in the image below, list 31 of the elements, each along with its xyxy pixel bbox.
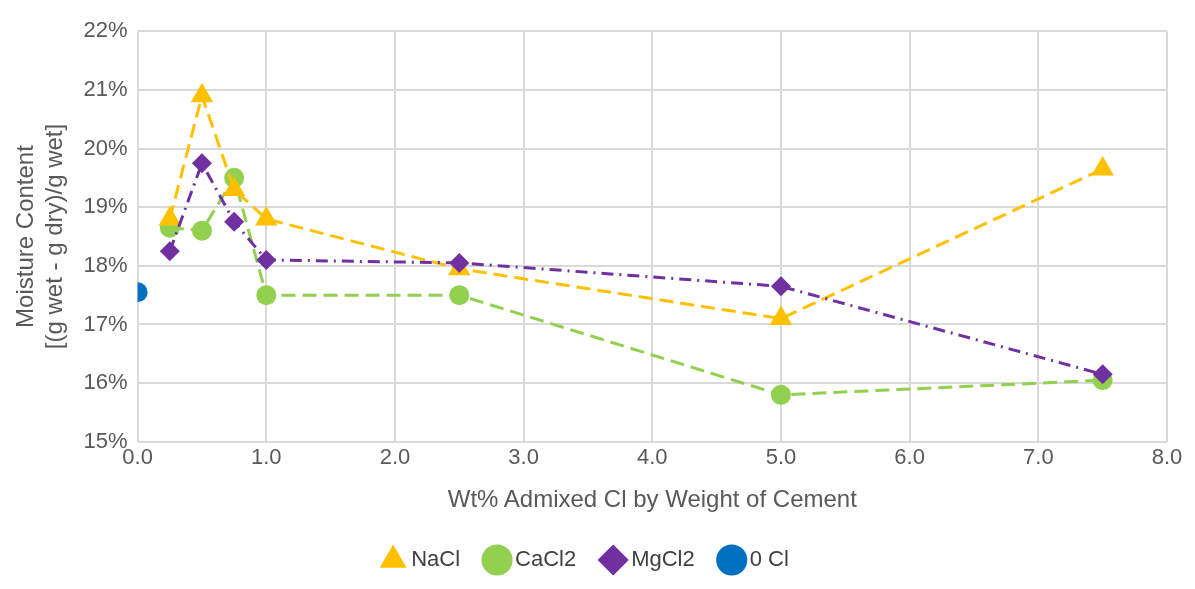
x-tick-label: 1.0 [251,444,282,470]
y-tick-label: 18% [83,251,128,277]
x-tick-label: 2.0 [379,444,411,470]
x-tick-label: 4.0 [637,444,668,470]
y-axis-title: Moisture Content [(g wet - g dry)/g wet] [11,123,67,350]
point [224,211,245,232]
point [159,241,180,262]
point [256,285,277,306]
point [449,285,470,306]
x-axis-title: Wt% Admixed Cl by Weight of Cement [447,485,858,513]
point [191,220,212,241]
y-tick-label: 22% [83,17,128,43]
y-tick-label: 19% [83,193,128,219]
legend-label: 0 Cl [749,546,789,572]
point [770,384,791,405]
point [1092,364,1113,385]
x-tick-label: 7.0 [1023,444,1054,470]
point [256,249,277,270]
y-tick-label: 16% [83,369,128,395]
point [770,276,791,297]
x-tick-label: 3.0 [508,444,539,470]
x-tick-label: 6.0 [894,444,925,470]
y-tick-label: 21% [83,75,128,101]
legend-label: NaCl [411,546,461,572]
y-tick-label: 17% [83,310,128,336]
x-tick-label: 8.0 [1151,444,1183,470]
point [191,153,212,174]
x-tick-label: 5.0 [765,444,797,470]
y-tick-label: 20% [83,134,128,160]
legend-label: MgCl2 [631,546,695,572]
legend-label: CaCl2 [515,546,577,572]
